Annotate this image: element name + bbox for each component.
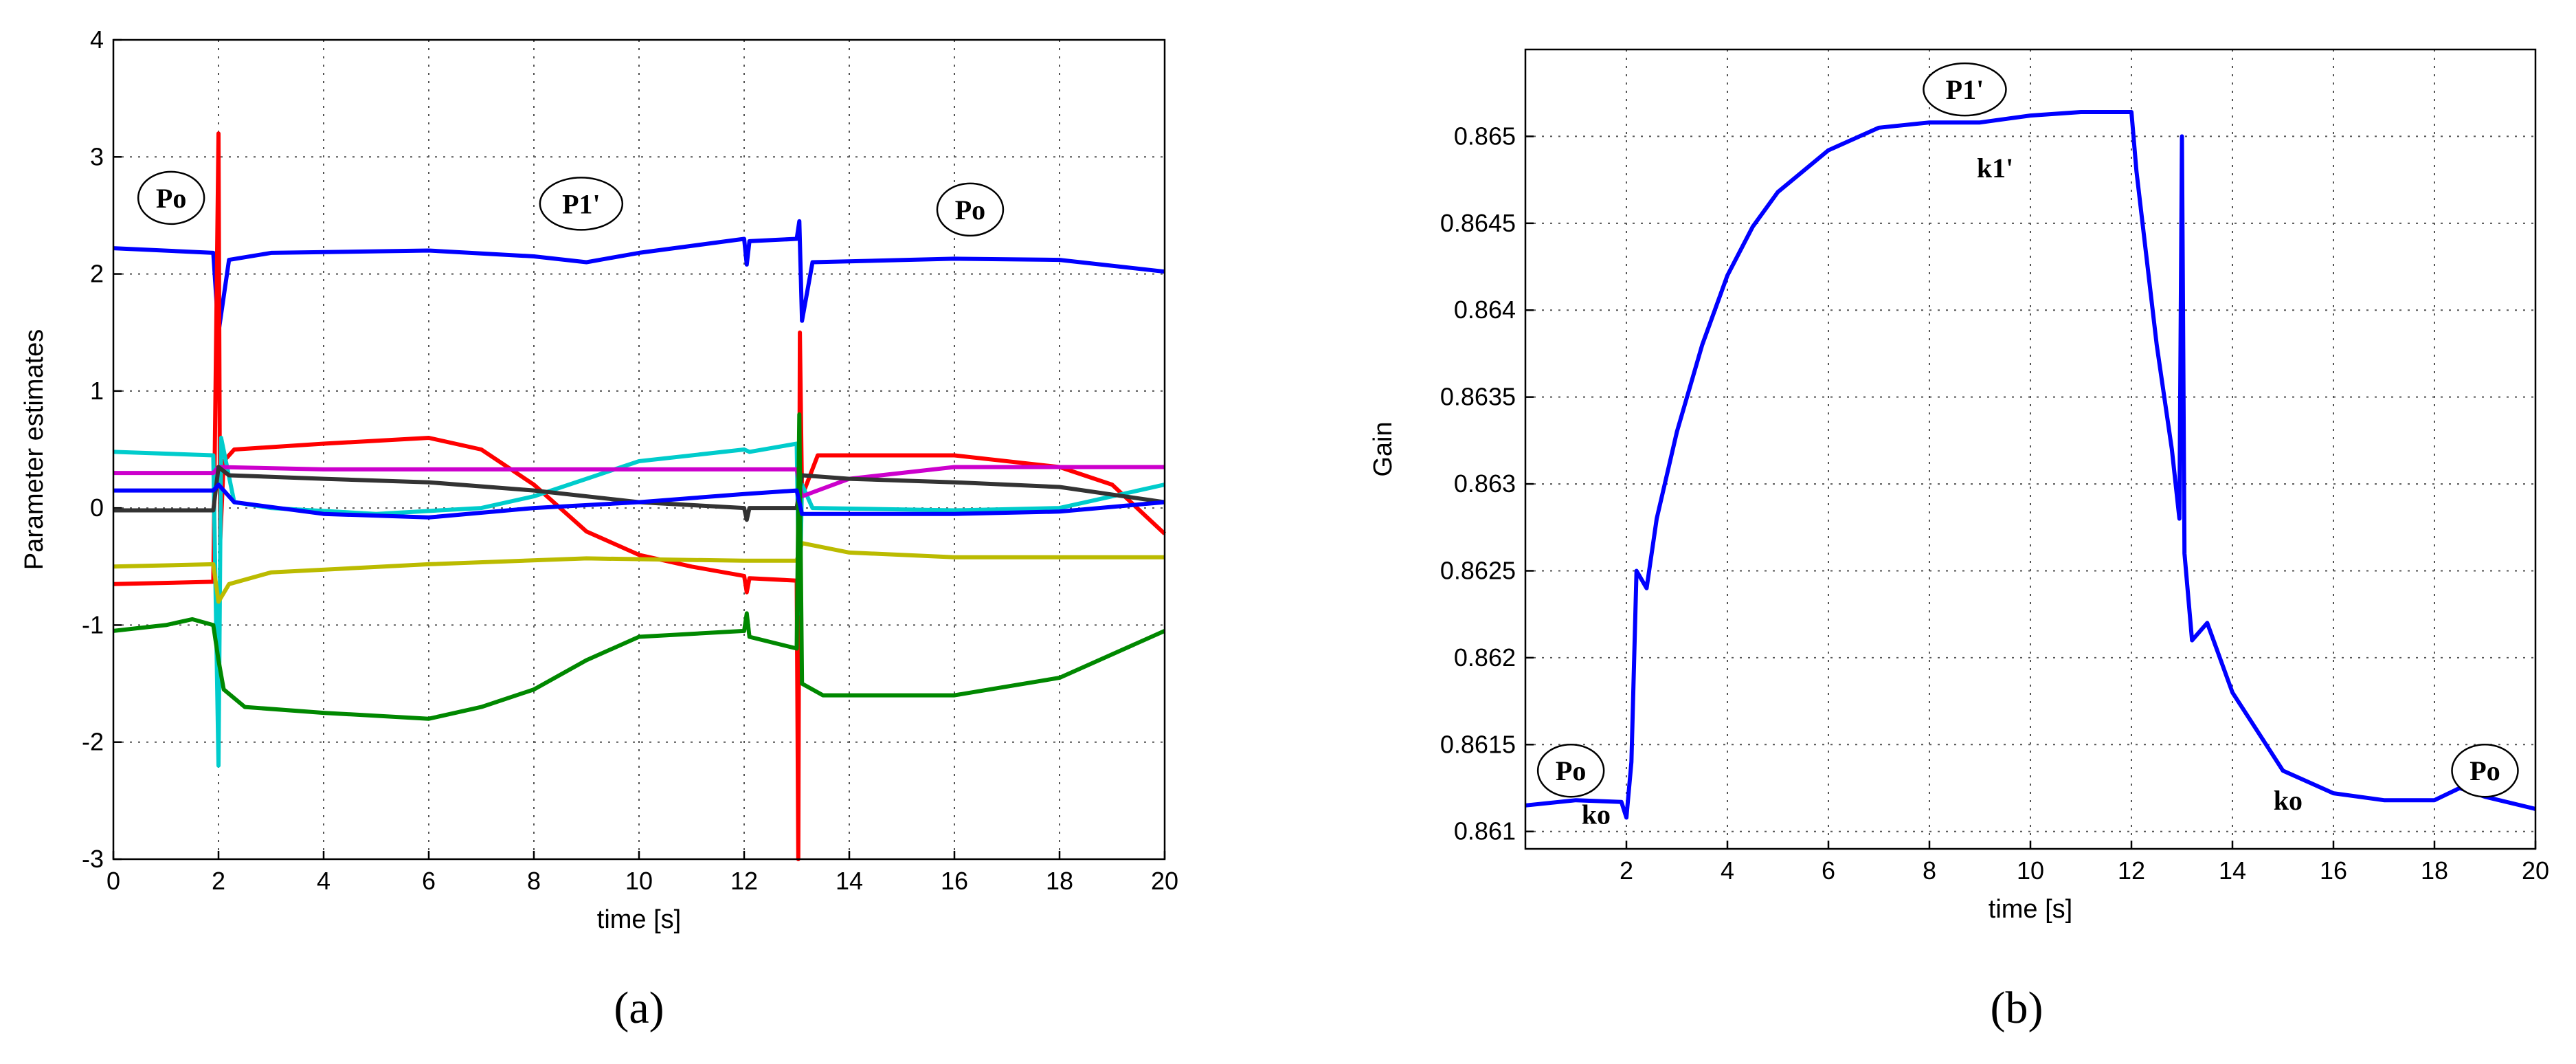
annotation: ko bbox=[1582, 799, 1611, 830]
x-tick-label: 18 bbox=[2421, 856, 2448, 885]
y-tick-label: 0.8615 bbox=[1440, 730, 1516, 758]
plot-frame-b bbox=[1524, 48, 2537, 850]
annotation: Po bbox=[137, 170, 205, 225]
annotation-circle bbox=[1923, 62, 2007, 117]
x-tick-label: 16 bbox=[2320, 856, 2347, 885]
annotation-label: P1' bbox=[1946, 74, 1984, 105]
y-tick-label: 0 bbox=[90, 494, 104, 522]
y-tick-label: 0.864 bbox=[1454, 296, 1516, 324]
x-tick-label: 2 bbox=[1620, 856, 1633, 885]
series-line-8 bbox=[113, 483, 1165, 520]
annotation-label: Po bbox=[1556, 755, 1586, 786]
x-tick-label: 8 bbox=[527, 867, 541, 895]
series-group-a bbox=[113, 131, 1167, 861]
x-tick-label: 16 bbox=[941, 867, 968, 895]
x-ticks-a: 0 2 4 6 8 10 12 14 16 18 20 bbox=[107, 851, 1178, 895]
x-tick-label: 6 bbox=[1822, 856, 1835, 885]
y-ticks-b: 0.861 0.8615 0.862 0.8625 0.863 0.8635 0.864 0.… bbox=[1440, 122, 1534, 845]
annotation-circle bbox=[2451, 743, 2519, 798]
x-tick-label: 4 bbox=[317, 867, 331, 895]
x-axis-label-a: time [s] bbox=[597, 905, 681, 934]
y-tick-label: 0.861 bbox=[1454, 817, 1516, 845]
chart-b: 2 4 6 8 10 12 14 16 18 20 0.8610.86150.8620.86250… bbox=[1369, 48, 2549, 1033]
series-line-5 bbox=[113, 465, 1165, 522]
series-line-1 bbox=[1525, 110, 2536, 820]
annotation-label: ko bbox=[1582, 799, 1611, 830]
y-tick-label: 0.863 bbox=[1454, 469, 1516, 498]
y-tick-label: 4 bbox=[90, 25, 104, 54]
annotation: Po bbox=[936, 182, 1005, 237]
x-axis-label-b: time [s] bbox=[1989, 895, 2072, 924]
annotation-circle bbox=[539, 177, 624, 231]
x-tick-label: 12 bbox=[2118, 856, 2145, 885]
panel-label-a: (a) bbox=[614, 983, 664, 1033]
annotation-label: ko bbox=[2274, 785, 2303, 816]
y-tick-label: 3 bbox=[90, 142, 104, 170]
y-tick-label: 0.8625 bbox=[1440, 556, 1516, 584]
x-tick-label: 10 bbox=[2017, 856, 2044, 885]
x-tick-label: 0 bbox=[107, 867, 120, 895]
y-tick-label: -3 bbox=[82, 845, 104, 873]
annotation-label: Po bbox=[2469, 755, 2500, 786]
annotation: P1' bbox=[1923, 62, 2007, 117]
annotation: ko bbox=[2274, 785, 2303, 816]
annotation-label: Po bbox=[955, 195, 985, 225]
panel-label-b: (b) bbox=[1991, 983, 2043, 1033]
series-line-1 bbox=[113, 219, 1165, 335]
x-tick-label: 20 bbox=[1151, 867, 1178, 895]
annotations-b: Po ko P1' k1' ko Po bbox=[1536, 62, 2519, 830]
y-tick-label: 0.8635 bbox=[1440, 383, 1516, 411]
x-tick-label: 10 bbox=[625, 867, 653, 895]
x-tick-label: 18 bbox=[1046, 867, 1073, 895]
x-tick-label: 8 bbox=[1923, 856, 1936, 885]
y-tick-label: -2 bbox=[82, 728, 104, 756]
annotation-circle bbox=[936, 182, 1005, 237]
annotation-label: k1' bbox=[1977, 153, 2013, 184]
x-tick-label: 12 bbox=[730, 867, 758, 895]
plot-frame-a bbox=[112, 38, 1166, 861]
x-tick-label: 14 bbox=[2219, 856, 2246, 885]
series-group-b bbox=[1525, 110, 2536, 820]
y-tick-label: -1 bbox=[82, 610, 104, 639]
annotation-label: Po bbox=[156, 183, 186, 214]
x-tick-label: 4 bbox=[1721, 856, 1734, 885]
x-tick-label: 6 bbox=[422, 867, 436, 895]
series-line-2 bbox=[113, 131, 1167, 861]
grid-a bbox=[113, 40, 1165, 859]
series-line-6 bbox=[113, 541, 1165, 604]
series-line-4 bbox=[113, 465, 1165, 499]
x-ticks-b: 2 4 6 8 10 12 14 16 18 20 bbox=[1620, 841, 2549, 885]
x-tick-label: 20 bbox=[2522, 856, 2549, 885]
annotation: Po bbox=[2451, 743, 2519, 798]
annotation-circle bbox=[137, 170, 205, 225]
y-tick-label: 1 bbox=[90, 377, 104, 405]
x-tick-label: 14 bbox=[836, 867, 863, 895]
y-axis-label-b: Gain bbox=[1369, 421, 1398, 476]
y-axis-label-a: Parameter estimates bbox=[20, 329, 49, 570]
annotation: P1' bbox=[539, 177, 624, 231]
grid-b bbox=[1525, 49, 2535, 849]
annotation: Po bbox=[1536, 743, 1605, 798]
y-tick-label: 0.865 bbox=[1454, 122, 1516, 150]
y-tick-label: 2 bbox=[90, 260, 104, 288]
annotation: k1' bbox=[1977, 153, 2013, 184]
y-tick-label: 0.862 bbox=[1454, 643, 1516, 672]
x-tick-label: 2 bbox=[212, 867, 225, 895]
y-ticks-a: -3 -2 -1 0 1 2 3 4 bbox=[82, 25, 122, 873]
annotation-circle bbox=[1536, 743, 1605, 798]
annotation-label: P1' bbox=[562, 188, 601, 219]
annotations-a: Po P1' Po bbox=[137, 170, 1005, 237]
series-line-7 bbox=[113, 412, 1166, 721]
y-tick-label: 0.8645 bbox=[1440, 209, 1516, 237]
